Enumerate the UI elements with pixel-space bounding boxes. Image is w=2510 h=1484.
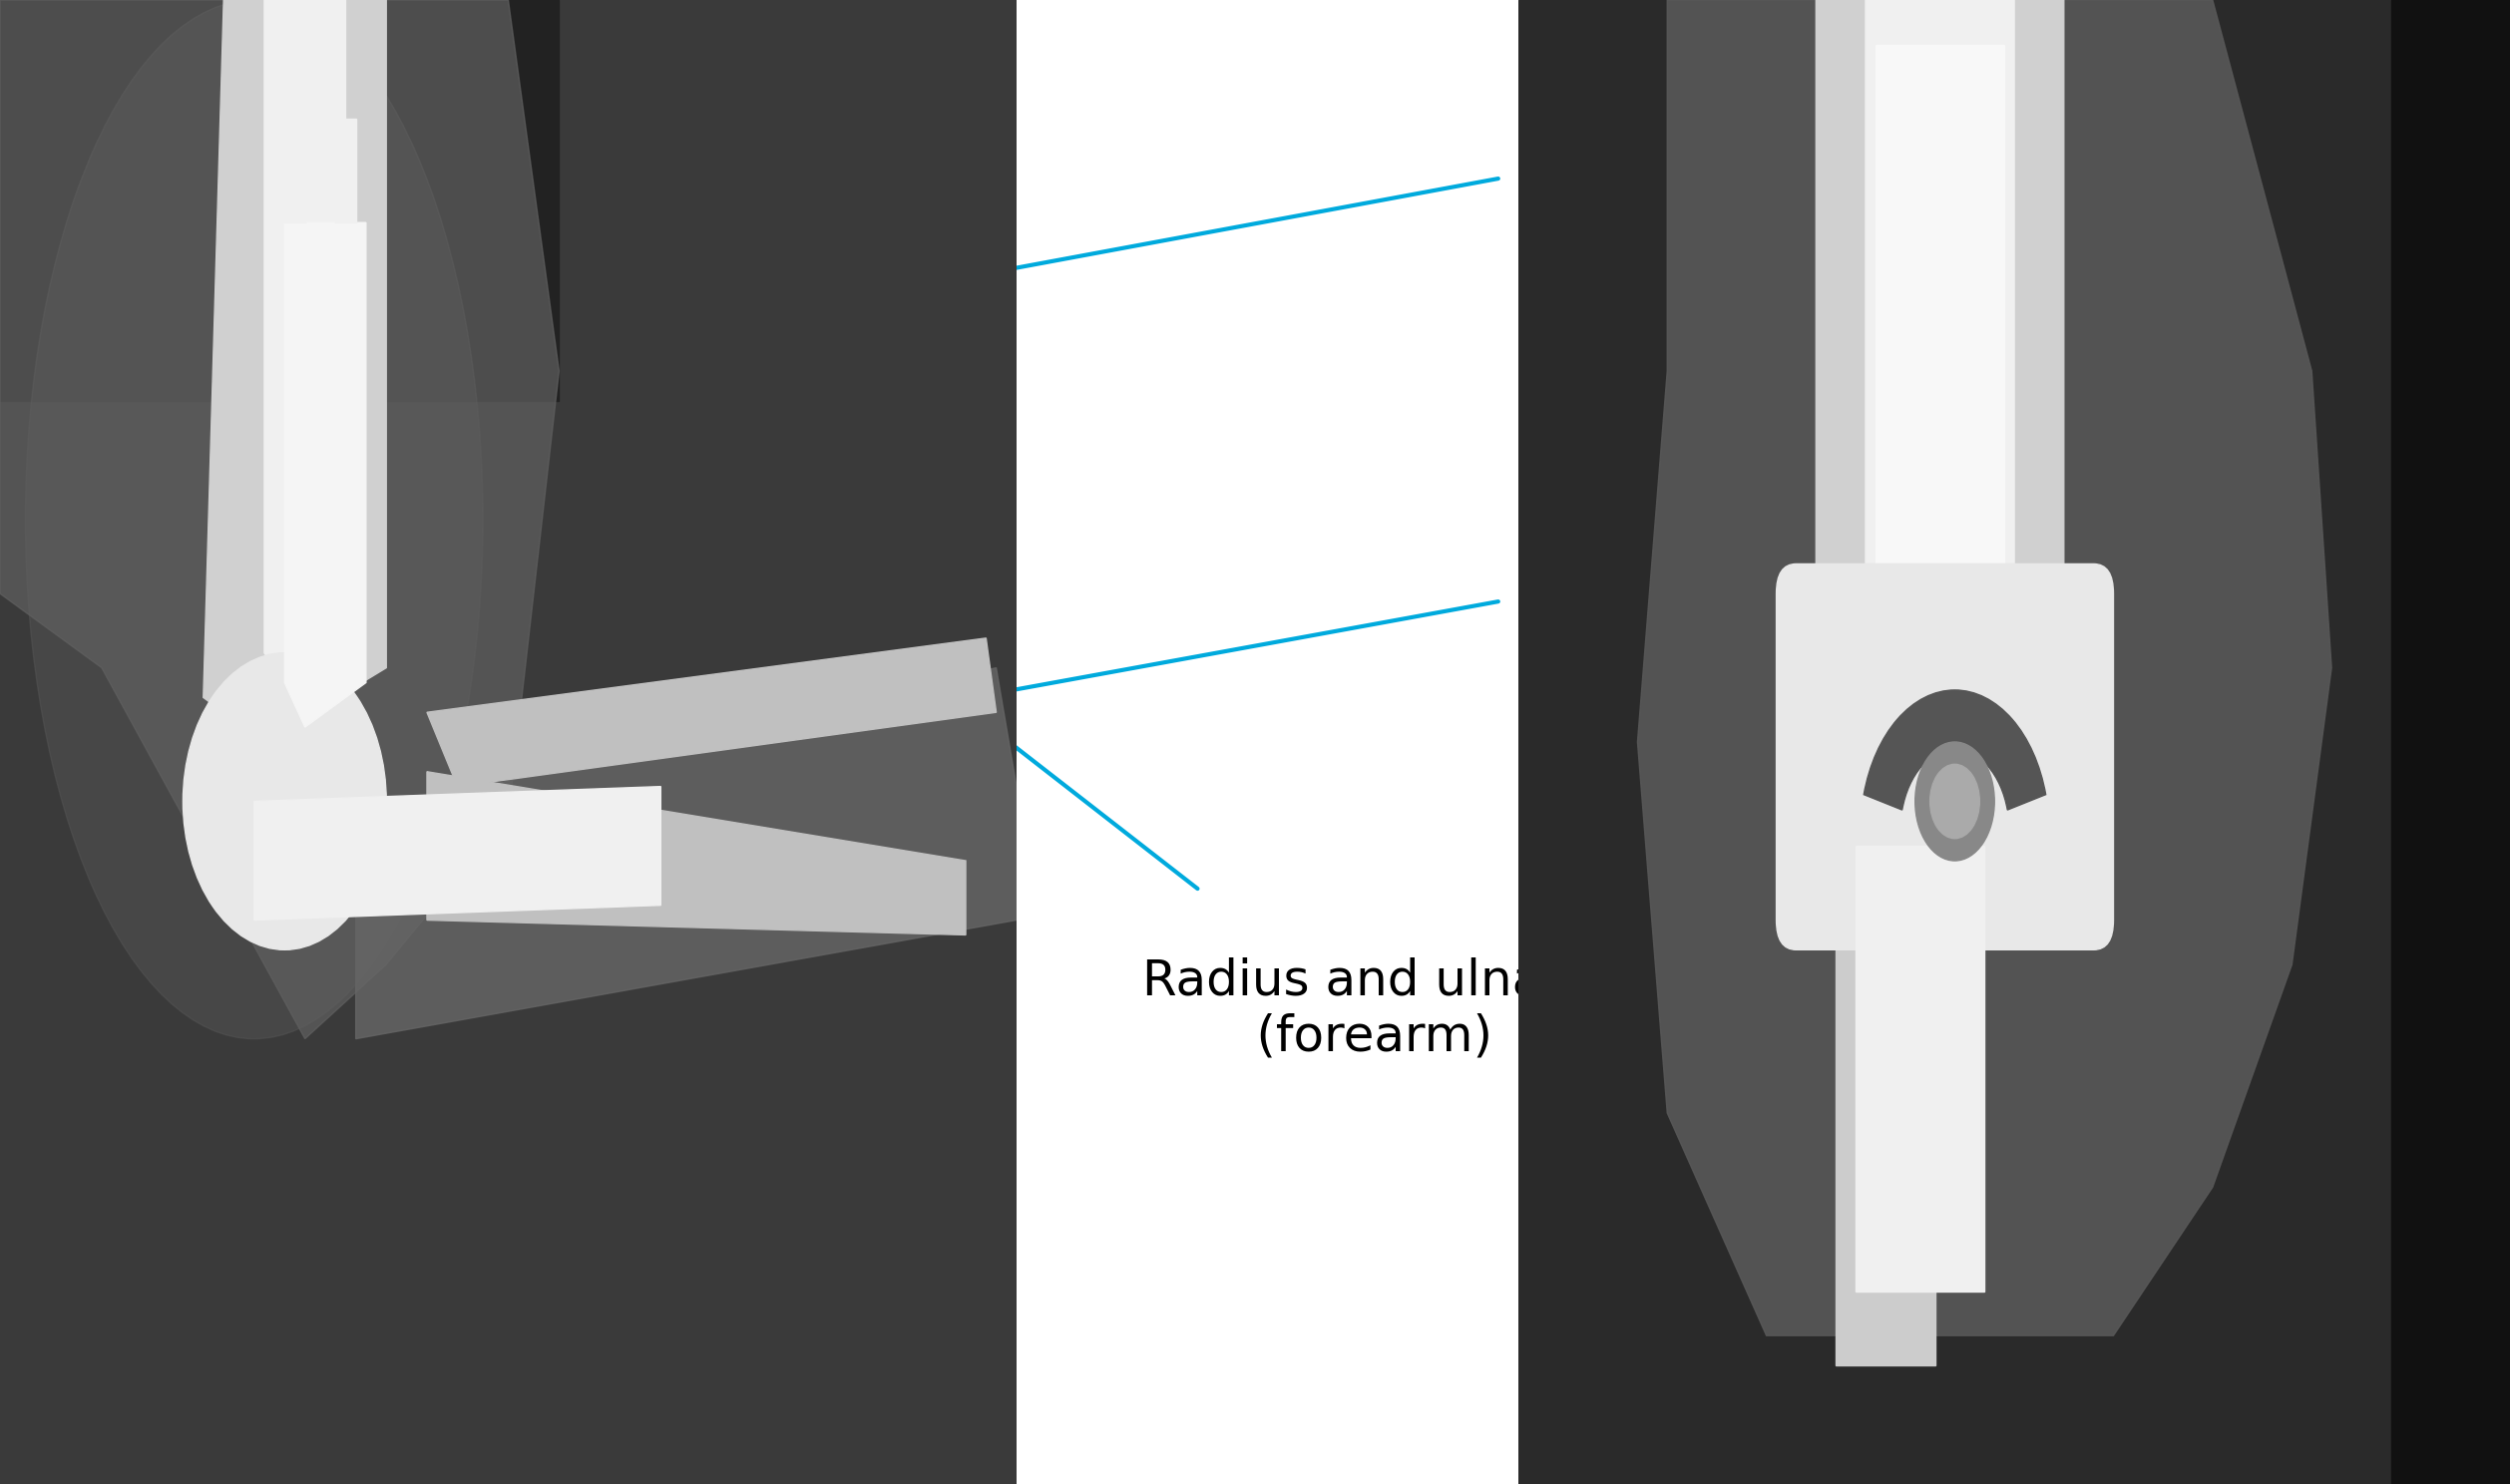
Polygon shape	[1637, 0, 2332, 1336]
Circle shape	[1915, 742, 1995, 861]
Polygon shape	[0, 0, 560, 1039]
Polygon shape	[264, 0, 346, 683]
Polygon shape	[284, 223, 366, 727]
FancyBboxPatch shape	[1875, 45, 2005, 668]
FancyBboxPatch shape	[1777, 564, 2113, 950]
Polygon shape	[203, 0, 387, 742]
Bar	[0, 0, 560, 401]
Polygon shape	[336, 119, 356, 223]
Polygon shape	[1835, 861, 1935, 1365]
Polygon shape	[356, 668, 1017, 1039]
Polygon shape	[427, 638, 996, 787]
Polygon shape	[254, 787, 660, 920]
Polygon shape	[1865, 0, 2016, 653]
Ellipse shape	[25, 0, 482, 1039]
Polygon shape	[284, 104, 306, 223]
Wedge shape	[1865, 690, 2046, 810]
Text: Replacement
elbow joint: Replacement elbow joint	[1526, 534, 1855, 638]
Polygon shape	[1817, 0, 2063, 683]
Text: Radius and ulna
    (forearm): Radius and ulna (forearm)	[1142, 957, 1544, 1061]
FancyBboxPatch shape	[1855, 846, 1985, 1291]
Bar	[2392, 0, 2510, 1484]
Polygon shape	[427, 772, 966, 935]
Circle shape	[183, 653, 387, 950]
Circle shape	[1930, 764, 1980, 838]
Text: Humerus (arm): Humerus (arm)	[1536, 134, 1915, 181]
